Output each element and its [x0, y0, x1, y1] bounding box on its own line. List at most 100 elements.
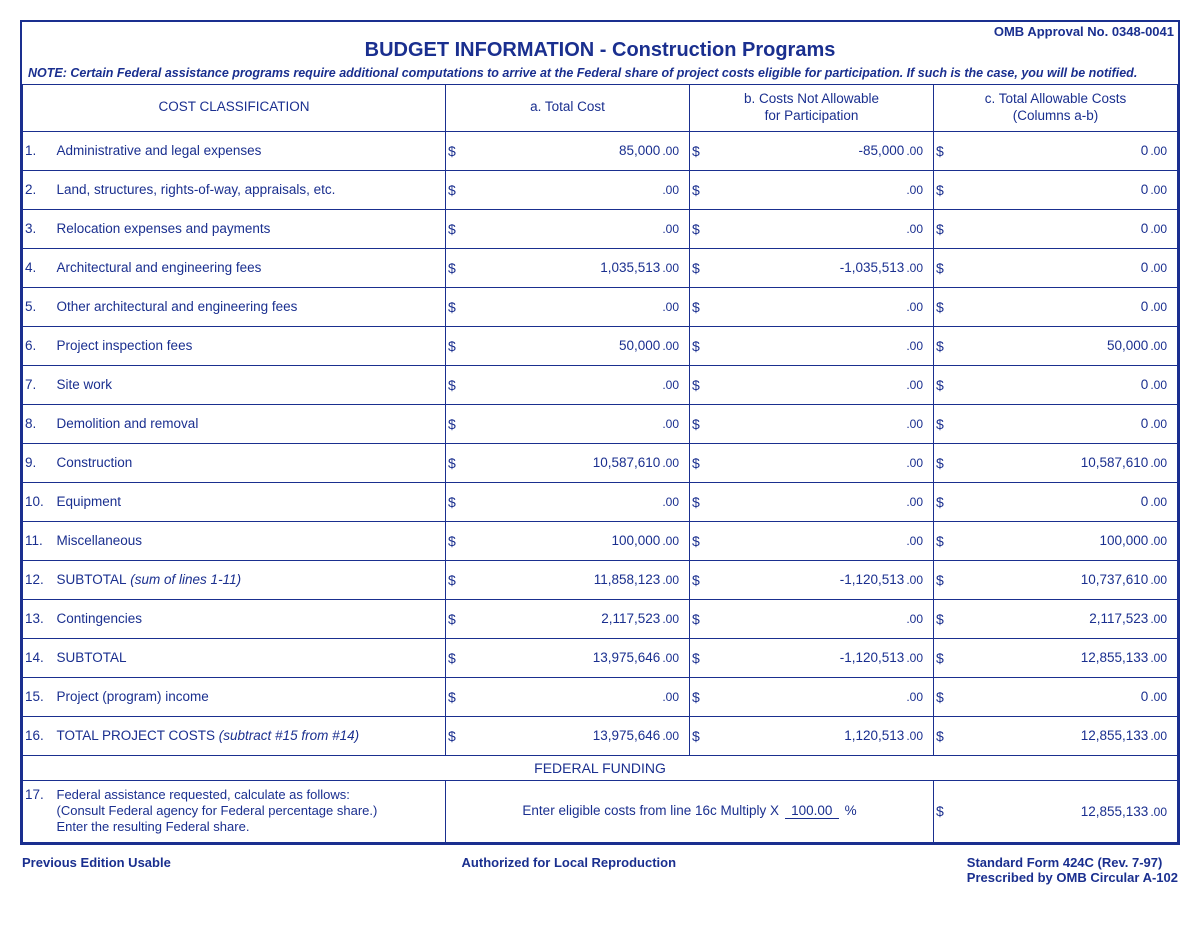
cell-dec: .00 [1150, 183, 1167, 197]
dollar-sign: $ [446, 326, 460, 365]
cell-int: 0 [1141, 416, 1149, 431]
table-row: 11.Miscellaneous$100,000.00$.00$100,000.… [23, 521, 1178, 560]
table-row: 16.TOTAL PROJECT COSTS (subtract #15 fro… [23, 716, 1178, 755]
cell-dec: .00 [906, 261, 923, 275]
dollar-sign: $ [934, 560, 948, 599]
cell-dec: .00 [662, 144, 679, 158]
row-label: Equipment [51, 482, 446, 521]
cell-a: .00 [460, 482, 690, 521]
row-17-instructions: Federal assistance requested, calculate … [51, 780, 446, 842]
footer-left: Previous Edition Usable [22, 855, 171, 885]
cell-c: 12,855,133.00 [948, 716, 1178, 755]
form-note: NOTE: Certain Federal assistance program… [22, 66, 1178, 84]
cell-dec: .00 [1150, 144, 1167, 158]
cell-dec: .00 [906, 144, 923, 158]
row-label: Other architectural and engineering fees [51, 287, 446, 326]
footer-right-1: Standard Form 424C (Rev. 7-97) [967, 855, 1163, 870]
cell-dec: .00 [1150, 417, 1167, 431]
table-row: 9.Construction$10,587,610.00$.00$10,587,… [23, 443, 1178, 482]
cell-dec: .00 [1150, 651, 1167, 665]
footer-right: Standard Form 424C (Rev. 7-97) Prescribe… [967, 855, 1178, 885]
cell-int: 13,975,646 [593, 650, 661, 665]
table-row: 15.Project (program) income$.00$.00$0.00 [23, 677, 1178, 716]
dollar-sign: $ [446, 482, 460, 521]
dollar-sign: $ [690, 716, 704, 755]
cell-a: .00 [460, 209, 690, 248]
table-row: 4.Architectural and engineering fees$1,0… [23, 248, 1178, 287]
cell-dec: .00 [662, 651, 679, 665]
cell-c: 10,737,610.00 [948, 560, 1178, 599]
cell-a: 100,000.00 [460, 521, 690, 560]
cell-dec: .00 [1150, 690, 1167, 704]
dollar-sign: $ [934, 716, 948, 755]
cell-c: 0.00 [948, 365, 1178, 404]
row-label: SUBTOTAL (sum of lines 1-11) [51, 560, 446, 599]
row-label: Contingencies [51, 599, 446, 638]
cell-dec: .00 [662, 261, 679, 275]
form-title: BUDGET INFORMATION - Construction Progra… [22, 39, 1178, 66]
cell-dec: .00 [1150, 534, 1167, 548]
row-number: 9. [23, 443, 51, 482]
dollar-sign: $ [690, 248, 704, 287]
cell-c: 50,000.00 [948, 326, 1178, 365]
cell-dec: .00 [906, 183, 923, 197]
row-label-suffix: (sum of lines 1-11) [127, 572, 242, 587]
budget-table: COST CLASSIFICATION a. Total Cost b. Cos… [22, 84, 1178, 843]
cell-dec: .00 [662, 729, 679, 743]
cell-int: 13,975,646 [593, 728, 661, 743]
dollar-sign: $ [934, 170, 948, 209]
cell-int: 50,000 [619, 338, 660, 353]
cell-int: -1,120,513 [840, 650, 905, 665]
dollar-sign: $ [446, 170, 460, 209]
cell-a: 11,858,123.00 [460, 560, 690, 599]
row-label: SUBTOTAL [51, 638, 446, 677]
dollar-sign: $ [690, 404, 704, 443]
row-number: 4. [23, 248, 51, 287]
dollar-sign: $ [690, 677, 704, 716]
cell-dec: .00 [662, 573, 679, 587]
federal-funding-header-row: FEDERAL FUNDING [23, 755, 1178, 780]
cell-dec: .00 [662, 690, 679, 704]
cell-a: 13,975,646.00 [460, 638, 690, 677]
cell-dec: .00 [906, 339, 923, 353]
cell-dec: .00 [906, 651, 923, 665]
cell-int: 0 [1141, 377, 1149, 392]
cell-int: 85,000 [619, 143, 660, 158]
dollar-sign: $ [934, 482, 948, 521]
dollar-sign: $ [690, 443, 704, 482]
federal-funding-header: FEDERAL FUNDING [23, 755, 1178, 780]
row-number: 13. [23, 599, 51, 638]
table-row: 2.Land, structures, rights-of-way, appra… [23, 170, 1178, 209]
cell-int: 0 [1141, 260, 1149, 275]
cell-int: 0 [1141, 299, 1149, 314]
cell-int: 11,858,123 [594, 572, 661, 587]
cell-c: 0.00 [948, 677, 1178, 716]
cell-int: 10,737,610 [1081, 572, 1149, 587]
cell-dec: .00 [662, 183, 679, 197]
cell-int: 100,000 [612, 533, 661, 548]
row-label: Construction [51, 443, 446, 482]
cell-b: .00 [704, 404, 934, 443]
cell-b: .00 [704, 599, 934, 638]
cell-b: .00 [704, 170, 934, 209]
cell-int: 0 [1141, 221, 1149, 236]
cell-dec: .00 [662, 456, 679, 470]
hdr-col-c-l1: c. Total Allowable Costs [985, 91, 1127, 106]
dollar-sign: $ [934, 365, 948, 404]
cell-b: -1,120,513.00 [704, 638, 934, 677]
row-17-line1: Federal assistance requested, calculate … [57, 787, 350, 802]
row-17-line2: (Consult Federal agency for Federal perc… [57, 803, 378, 818]
dollar-sign: $ [934, 521, 948, 560]
row-17-result: 12,855,133.00 [948, 780, 1178, 842]
hdr-col-c-l2: (Columns a-b) [1013, 108, 1099, 123]
cell-dec: .00 [1150, 456, 1167, 470]
row-label: Architectural and engineering fees [51, 248, 446, 287]
footer-center: Authorized for Local Reproduction [171, 855, 967, 885]
dollar-sign: $ [690, 170, 704, 209]
cell-int: 50,000 [1107, 338, 1148, 353]
cell-dec: .00 [906, 417, 923, 431]
cell-dec: .00 [662, 339, 679, 353]
cell-dec: .00 [906, 300, 923, 314]
table-row: 8.Demolition and removal$.00$.00$0.00 [23, 404, 1178, 443]
cell-c: 2,117,523.00 [948, 599, 1178, 638]
